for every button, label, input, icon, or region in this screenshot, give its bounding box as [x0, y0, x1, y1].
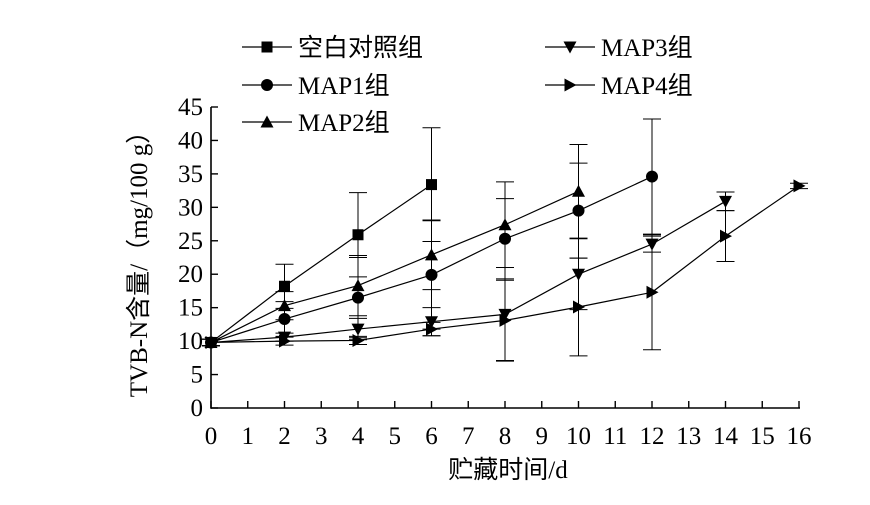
data-point: [498, 218, 512, 231]
data-point: [278, 299, 291, 312]
y-tick-label: 10: [178, 328, 203, 355]
data-point: [352, 229, 364, 241]
y-tick-label: 20: [178, 261, 203, 288]
y-tick-label: 40: [178, 127, 203, 154]
data-point: [425, 248, 438, 261]
x-tick-label: 8: [499, 423, 512, 450]
series-line: [210, 184, 432, 343]
x-tick-label: 14: [713, 423, 739, 450]
x-axis-title: 贮藏时间/d: [448, 456, 568, 484]
data-point: [279, 334, 291, 348]
legend-item: MAP3组: [545, 34, 693, 62]
y-tick-label: 35: [178, 161, 203, 188]
data-point: [572, 184, 585, 197]
y-axis: 0 5 10 15 20 25 30 35 40 45: [178, 94, 218, 422]
data-point: [352, 333, 365, 347]
x-tick-label: 9: [536, 423, 549, 450]
legend-item: MAP1组: [242, 72, 390, 100]
x-tick-label: 16: [787, 423, 812, 450]
x-tick-label: 0: [205, 423, 218, 450]
legend-marker: [563, 41, 577, 54]
y-axis-title: TVB-N含量/（mg/100 g）: [125, 119, 153, 397]
x-tick-label: 7: [462, 423, 475, 450]
x-tick-label: 6: [425, 423, 438, 450]
series-1: [202, 127, 441, 348]
plot-area: [202, 118, 808, 362]
legend: 空白对照组 MAP1组 MAP2组 MAP3组 MAP4组: [242, 34, 693, 137]
y-tick-label: 45: [178, 94, 203, 121]
x-tick-label: 11: [603, 423, 627, 450]
data-point: [351, 279, 365, 292]
x-tick-label: 5: [389, 423, 402, 450]
x-axis: 0 1 2 3 4 5 6 7 8 9 10 11 12 13 14 15 16: [205, 401, 812, 450]
legend-label: 空白对照组: [298, 34, 423, 62]
data-point: [646, 170, 658, 183]
y-tick-label: 30: [178, 194, 203, 221]
legend-label: MAP3组: [601, 34, 693, 62]
data-point: [646, 285, 659, 299]
x-tick-label: 4: [352, 423, 365, 450]
x-tick-label: 2: [278, 423, 291, 450]
data-point: [573, 300, 585, 314]
series-line: [210, 200, 726, 344]
series-5: [202, 179, 808, 362]
legend-label: MAP1组: [298, 72, 390, 100]
x-tick-label: 12: [640, 423, 665, 450]
series-4: [202, 191, 735, 362]
legend-marker: [261, 79, 273, 91]
data-point: [426, 179, 437, 191]
data-point: [720, 229, 732, 243]
y-tick-label: 5: [191, 362, 204, 389]
x-tick-label: 15: [750, 423, 775, 450]
x-tick-label: 3: [315, 423, 328, 450]
y-tick-label: 25: [178, 228, 203, 255]
data-point: [793, 179, 806, 193]
x-tick-label: 1: [242, 423, 255, 450]
x-tick-label: 13: [676, 423, 701, 450]
legend-item: MAP2组: [242, 109, 390, 137]
series-line: [210, 190, 579, 343]
data-point: [499, 313, 512, 327]
legend-item: MAP4组: [545, 72, 693, 100]
legend-label: MAP2组: [298, 109, 390, 137]
legend-item: 空白对照组: [242, 34, 423, 62]
data-point: [279, 280, 290, 292]
legend-marker: [260, 115, 274, 128]
y-tick-label: 0: [191, 395, 204, 422]
series-3: [202, 143, 588, 348]
y-tick-label: 15: [178, 295, 203, 322]
x-tick-label: 10: [566, 423, 591, 450]
legend-label: MAP4组: [601, 72, 693, 100]
legend-marker: [564, 78, 577, 92]
legend-marker: [261, 41, 273, 53]
data-point: [426, 322, 438, 336]
data-point: [719, 195, 732, 208]
data-point: [351, 323, 365, 336]
